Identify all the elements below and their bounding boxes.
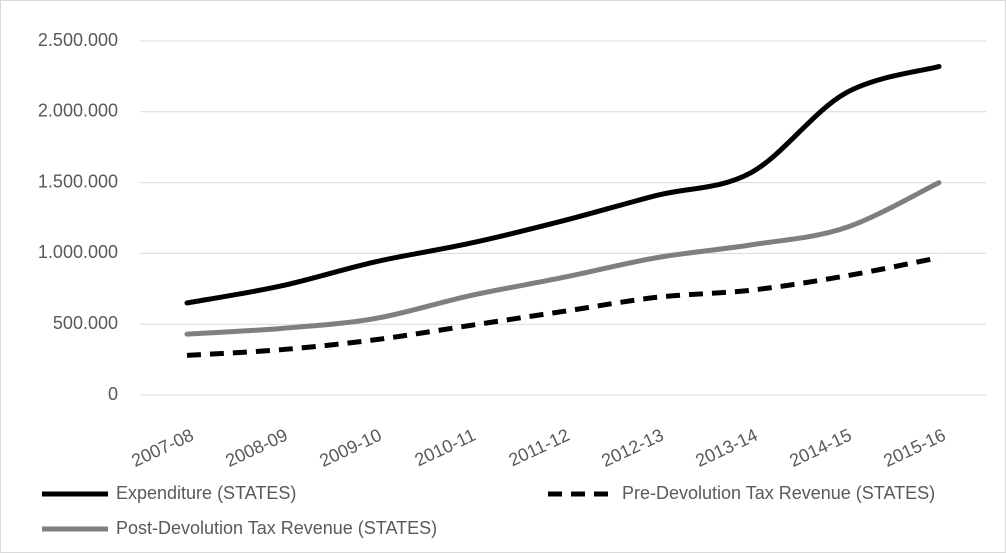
line-series: [186, 255, 940, 358]
y-tick-label: 1.500.000: [38, 171, 118, 191]
y-tick-label: 500.000: [53, 313, 118, 333]
y-tick-label: 0: [108, 384, 118, 404]
y-tick-label: 2.500.000: [38, 30, 118, 50]
legend-label: Post-Devolution Tax Revenue (STATES): [116, 518, 437, 538]
line-series: [184, 63, 942, 306]
legend-label: Pre-Devolution Tax Revenue (STATES): [622, 483, 935, 503]
y-tick-label: 1.000.000: [38, 242, 118, 262]
legend-label: Expenditure (STATES): [116, 483, 296, 503]
y-tick-label: 2.000.000: [38, 101, 118, 121]
line-series: [184, 180, 942, 337]
